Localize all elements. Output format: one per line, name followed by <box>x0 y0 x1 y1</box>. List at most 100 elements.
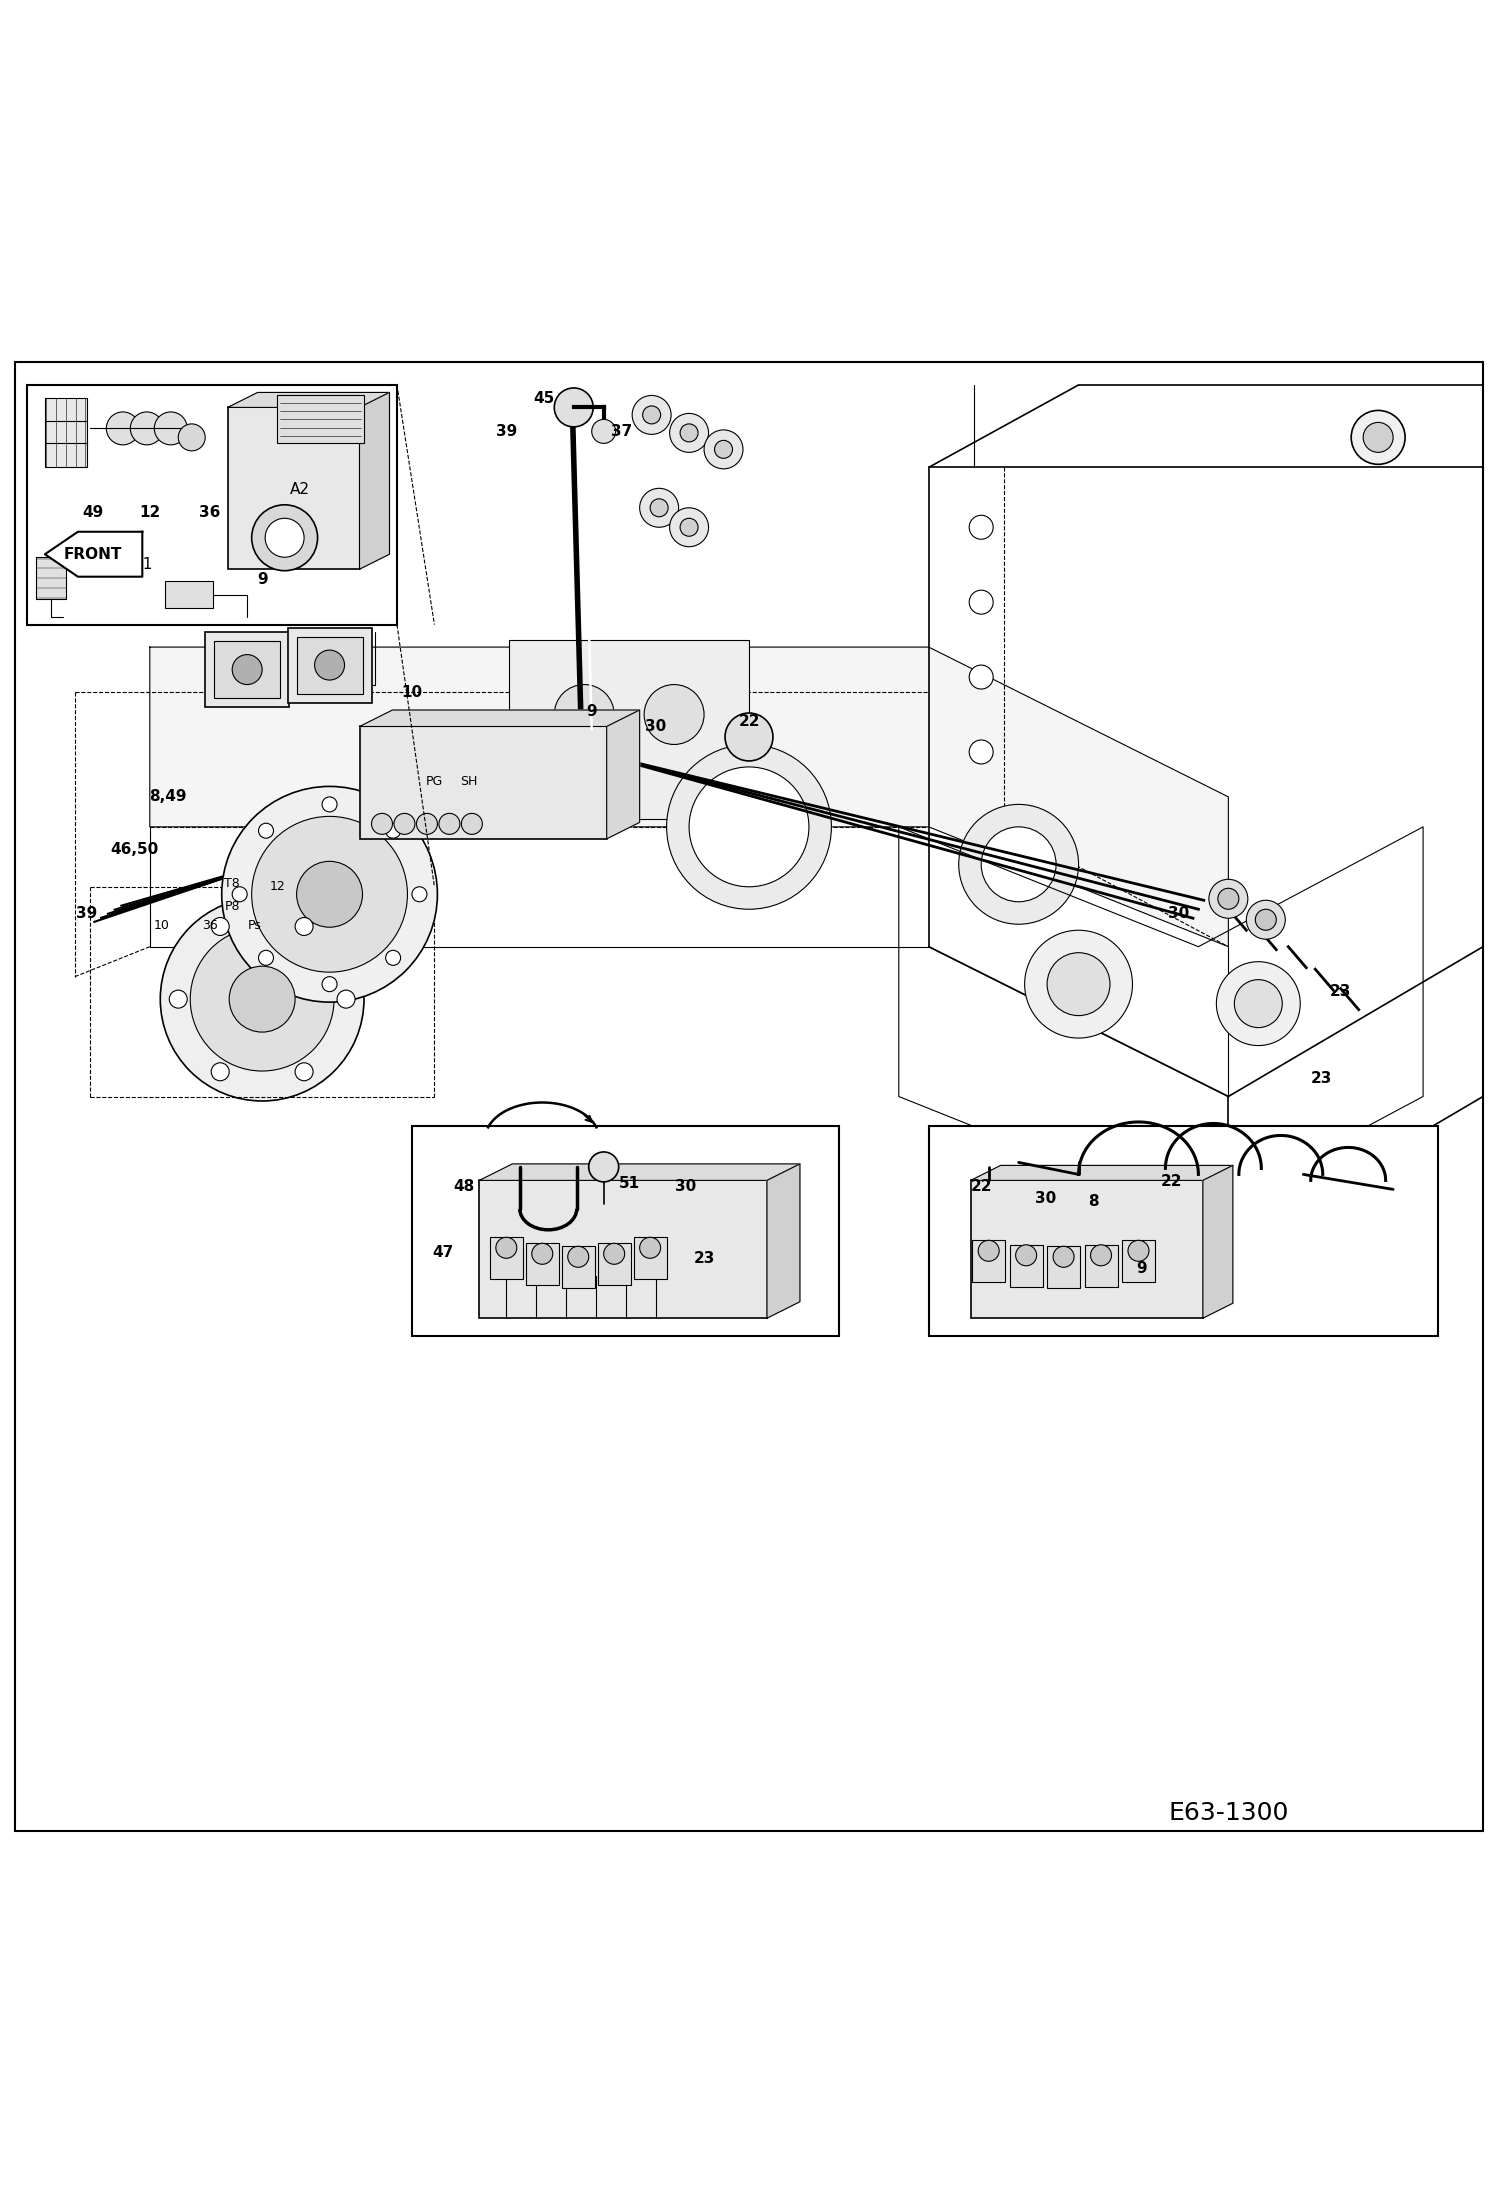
Text: T8: T8 <box>225 877 240 890</box>
Bar <box>288 627 372 702</box>
Circle shape <box>190 928 334 1070</box>
Bar <box>45 399 87 423</box>
Circle shape <box>297 862 363 928</box>
Circle shape <box>178 423 205 452</box>
Text: A2: A2 <box>289 482 310 498</box>
Bar <box>45 421 87 445</box>
Circle shape <box>643 406 661 423</box>
Bar <box>1122 1241 1155 1283</box>
Circle shape <box>640 1237 661 1259</box>
Circle shape <box>252 816 407 971</box>
Bar <box>972 1241 1005 1283</box>
Circle shape <box>259 822 274 838</box>
Circle shape <box>337 991 355 1009</box>
Bar <box>1047 1246 1080 1287</box>
Circle shape <box>969 515 993 539</box>
Text: 22: 22 <box>739 715 759 730</box>
Circle shape <box>644 684 704 743</box>
Bar <box>214 640 280 697</box>
Text: 12: 12 <box>270 879 285 893</box>
Circle shape <box>670 414 709 452</box>
Circle shape <box>229 967 295 1033</box>
Bar <box>205 632 289 706</box>
Text: 23: 23 <box>1330 985 1351 1000</box>
Circle shape <box>252 504 318 570</box>
Polygon shape <box>45 531 142 577</box>
Polygon shape <box>228 393 389 408</box>
Text: 30: 30 <box>676 1180 697 1193</box>
Circle shape <box>959 805 1079 923</box>
Text: S1: S1 <box>133 557 151 572</box>
Circle shape <box>715 441 733 458</box>
Circle shape <box>1216 963 1300 1046</box>
Text: 36: 36 <box>199 504 220 520</box>
Circle shape <box>439 814 460 833</box>
Text: 23: 23 <box>1311 1070 1332 1086</box>
Text: 47: 47 <box>433 1246 454 1259</box>
Circle shape <box>372 814 392 833</box>
Text: 10: 10 <box>401 684 422 700</box>
Circle shape <box>1209 879 1248 919</box>
Bar <box>526 1243 559 1285</box>
Bar <box>929 1127 1438 1336</box>
Circle shape <box>981 827 1056 901</box>
Bar <box>634 1237 667 1279</box>
Text: 8,49: 8,49 <box>148 789 187 805</box>
Circle shape <box>1091 1246 1112 1265</box>
Polygon shape <box>360 393 389 570</box>
Text: PG: PG <box>425 776 443 789</box>
Circle shape <box>222 787 437 1002</box>
Bar <box>562 1246 595 1287</box>
Circle shape <box>322 796 337 811</box>
Circle shape <box>232 886 247 901</box>
Circle shape <box>725 713 773 761</box>
Text: 23: 23 <box>694 1250 715 1265</box>
Bar <box>165 581 213 607</box>
Circle shape <box>1246 901 1285 939</box>
Text: 45: 45 <box>533 390 554 406</box>
Bar <box>971 1180 1203 1318</box>
Circle shape <box>1255 910 1276 930</box>
Text: 9: 9 <box>1135 1261 1147 1276</box>
Circle shape <box>1047 952 1110 1015</box>
Bar <box>27 386 397 625</box>
Circle shape <box>295 917 313 936</box>
Circle shape <box>295 1064 313 1081</box>
Text: 37: 37 <box>611 423 632 439</box>
Bar <box>412 1127 839 1336</box>
Polygon shape <box>971 1164 1233 1180</box>
Circle shape <box>632 395 671 434</box>
Circle shape <box>394 814 415 833</box>
Circle shape <box>969 739 993 763</box>
Text: 49: 49 <box>82 504 103 520</box>
Circle shape <box>211 917 229 936</box>
Circle shape <box>1025 930 1132 1037</box>
Circle shape <box>211 1064 229 1081</box>
Polygon shape <box>479 1164 800 1180</box>
Bar <box>277 395 364 443</box>
Polygon shape <box>360 711 640 726</box>
Circle shape <box>604 1243 625 1265</box>
Bar <box>509 640 749 820</box>
Circle shape <box>1053 1246 1074 1268</box>
Text: 30: 30 <box>646 719 667 735</box>
Circle shape <box>1016 1246 1037 1265</box>
Text: 22: 22 <box>971 1180 992 1193</box>
Text: Ps: Ps <box>247 919 262 932</box>
Circle shape <box>412 886 427 901</box>
Circle shape <box>1234 980 1282 1029</box>
Text: 30: 30 <box>1035 1191 1056 1206</box>
Circle shape <box>154 412 187 445</box>
Text: 22: 22 <box>1161 1175 1182 1189</box>
Circle shape <box>640 489 679 526</box>
Circle shape <box>589 1151 619 1182</box>
Text: 8: 8 <box>1088 1193 1100 1208</box>
Circle shape <box>1128 1241 1149 1261</box>
Bar <box>1010 1246 1043 1287</box>
Bar <box>36 557 66 599</box>
Bar <box>598 1243 631 1285</box>
Circle shape <box>169 991 187 1009</box>
Text: 36: 36 <box>202 919 217 932</box>
Circle shape <box>554 684 614 743</box>
Bar <box>297 636 363 693</box>
